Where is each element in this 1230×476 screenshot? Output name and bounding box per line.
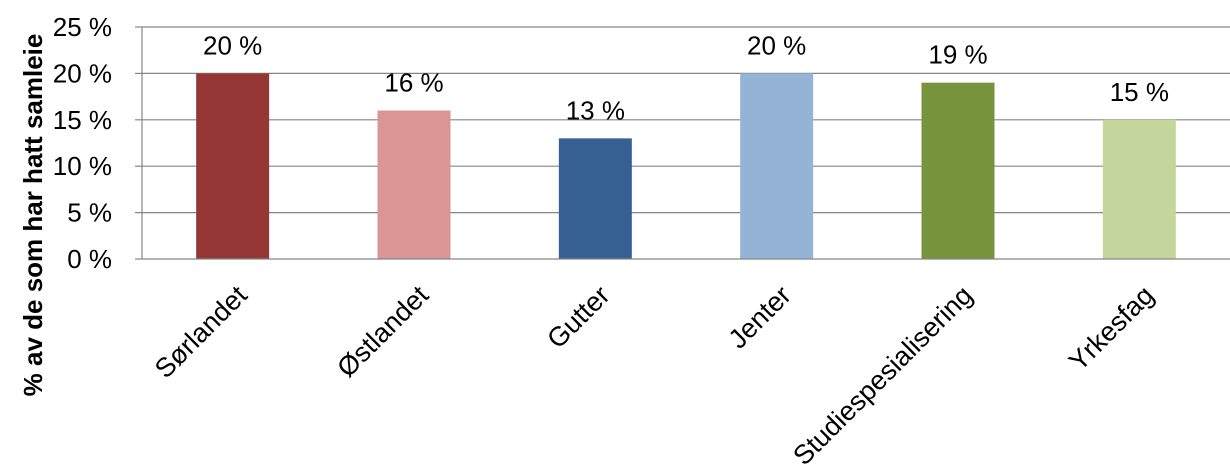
category-labels: Sørlandet Østlandet Gutter JenterStudiespes… (149, 280, 1160, 471)
category-label: Gutter (541, 280, 615, 354)
bar (740, 73, 813, 259)
data-label: 20 % (747, 30, 806, 60)
category-label: Jenter (723, 280, 797, 354)
y-tick-label: 25 % (53, 12, 112, 42)
data-label: 13 % (566, 95, 625, 125)
bar (559, 138, 632, 259)
category-label: Yrkesfag (1063, 280, 1160, 377)
bar (196, 73, 269, 259)
y-axis-title: % av de som har hatt samleie (18, 34, 48, 397)
data-label: 20 % (203, 30, 262, 60)
y-tick-label: 15 % (53, 105, 112, 135)
y-tick-label: 20 % (53, 58, 112, 88)
y-tick-label: 10 % (53, 151, 112, 181)
bar (922, 83, 995, 259)
data-labels: 20 % 16 % 13 % 20 % 19 % 15 % (203, 30, 1169, 125)
gridlines (142, 27, 1230, 213)
data-label: 16 % (384, 68, 443, 98)
axes (135, 27, 1230, 259)
data-label: 19 % (928, 40, 987, 70)
data-label: 15 % (1110, 77, 1169, 107)
category-label: Sørlandet (149, 280, 253, 384)
y-tick-label: 0 % (67, 244, 112, 274)
category-label: Østlandet (331, 280, 434, 383)
y-tick-label: 5 % (67, 198, 112, 228)
bar (1103, 120, 1176, 259)
y-tick-labels: 0 % 5 % 10 % 15 % 20 % 25 % (53, 12, 112, 274)
bar (378, 111, 451, 259)
category-label: Studiespesialisering (787, 280, 978, 471)
